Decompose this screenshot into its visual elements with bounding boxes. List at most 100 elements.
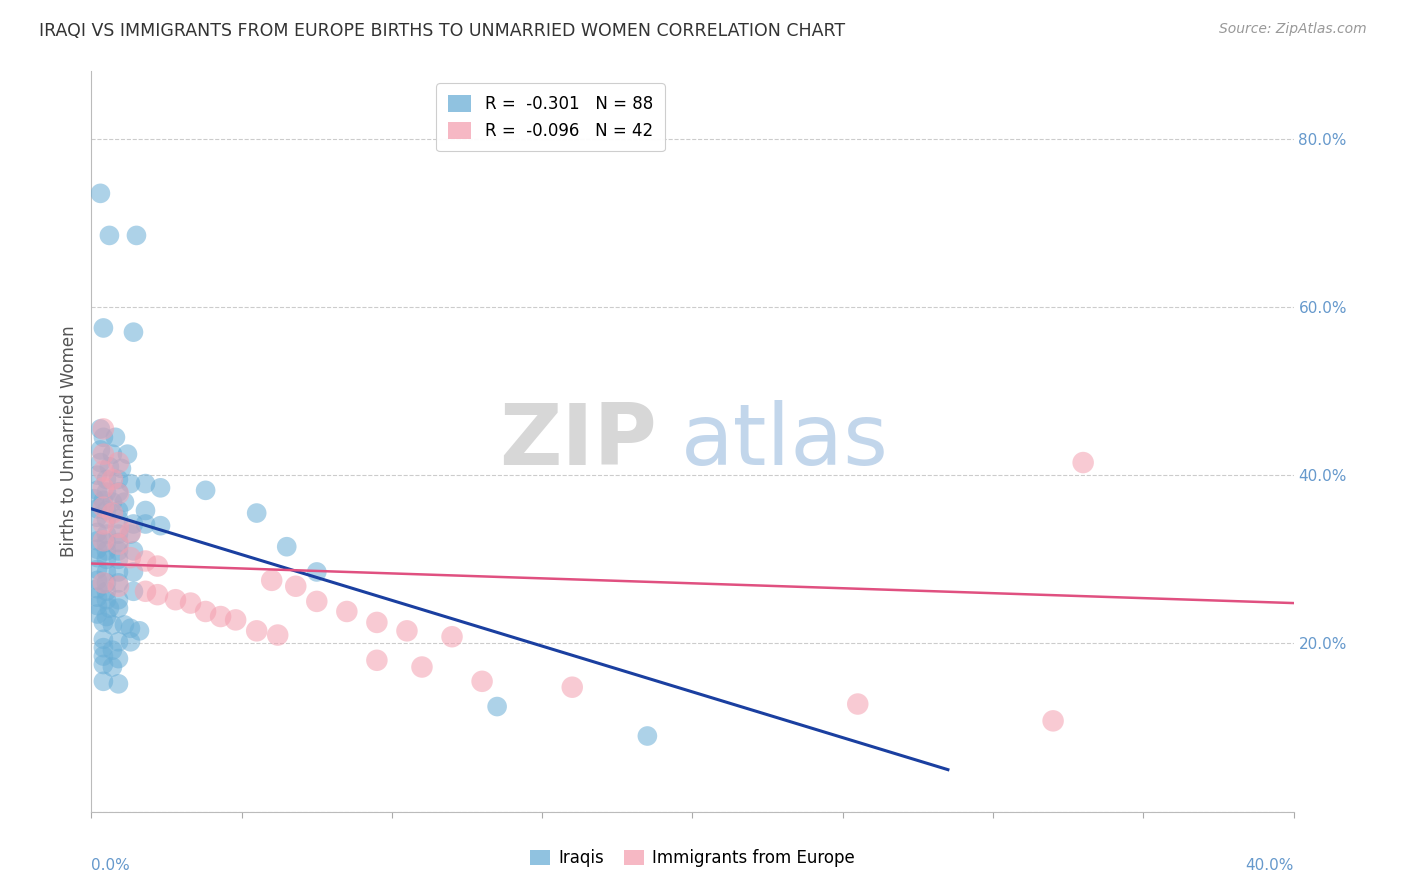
Point [107, 472, 129, 486]
Point [122, 584, 145, 599]
Point [96, 503, 118, 517]
Point [101, 495, 124, 509]
Point [98, 459, 121, 474]
Point [101, 447, 124, 461]
Point [96, 575, 118, 590]
Point [101, 660, 124, 674]
Point [395, 624, 418, 638]
Point [440, 630, 463, 644]
Point [107, 565, 129, 579]
Point [107, 634, 129, 648]
Point [96, 544, 118, 558]
Point [86, 562, 108, 576]
Point [86, 510, 108, 524]
Point [93, 516, 115, 531]
Point [366, 653, 388, 667]
Point [96, 565, 118, 579]
Legend: Iraqis, Immigrants from Europe: Iraqis, Immigrants from Europe [523, 842, 862, 874]
Point [149, 518, 172, 533]
Point [96, 592, 118, 607]
Point [107, 677, 129, 691]
Point [120, 550, 142, 565]
Point [194, 483, 217, 498]
Point [134, 516, 156, 531]
Point [128, 624, 150, 638]
Point [86, 550, 108, 565]
Point [134, 554, 156, 568]
Point [110, 461, 132, 475]
Point [366, 615, 388, 630]
Point [93, 464, 115, 478]
Point [86, 582, 108, 596]
Point [93, 493, 115, 508]
Point [209, 609, 232, 624]
Point [101, 618, 124, 632]
Point [1042, 714, 1064, 728]
Point [86, 599, 108, 613]
Point [411, 660, 433, 674]
Point [86, 542, 108, 557]
Point [89, 186, 111, 201]
Point [93, 422, 115, 436]
Point [134, 503, 156, 517]
Point [96, 535, 118, 549]
Point [107, 485, 129, 500]
Point [107, 575, 129, 590]
Point [93, 649, 115, 664]
Point [96, 472, 118, 486]
Point [107, 544, 129, 558]
Point [120, 621, 142, 635]
Point [194, 605, 217, 619]
Point [93, 500, 115, 515]
Point [122, 516, 145, 531]
Point [284, 579, 307, 593]
Point [83, 491, 105, 506]
Point [93, 447, 115, 461]
Point [98, 228, 121, 243]
Point [93, 481, 115, 495]
Point [636, 729, 658, 743]
Point [107, 512, 129, 526]
Point [93, 430, 115, 444]
Point [93, 674, 115, 689]
Point [267, 628, 290, 642]
Point [120, 476, 142, 491]
Point [486, 699, 509, 714]
Point [305, 594, 328, 608]
Text: 40.0%: 40.0% [1246, 858, 1294, 873]
Point [107, 527, 129, 541]
Point [86, 590, 108, 604]
Point [107, 537, 129, 551]
Point [1071, 456, 1094, 470]
Point [114, 618, 136, 632]
Point [86, 468, 108, 483]
Point [96, 552, 118, 566]
Point [246, 624, 269, 638]
Point [146, 588, 169, 602]
Point [120, 634, 142, 648]
Point [305, 565, 328, 579]
Point [93, 321, 115, 335]
Point [561, 680, 583, 694]
Point [96, 584, 118, 599]
Point [107, 579, 129, 593]
Point [246, 506, 269, 520]
Point [146, 559, 169, 574]
Point [114, 495, 136, 509]
Point [107, 552, 129, 566]
Point [89, 456, 111, 470]
Point [846, 697, 869, 711]
Point [104, 430, 127, 444]
Point [471, 674, 494, 689]
Point [93, 657, 115, 672]
Point [107, 601, 129, 615]
Point [107, 592, 129, 607]
Point [134, 584, 156, 599]
Point [134, 476, 156, 491]
Point [101, 472, 124, 486]
Y-axis label: Births to Unmarried Women: Births to Unmarried Women [59, 326, 77, 558]
Point [117, 447, 139, 461]
Point [93, 575, 115, 590]
Point [165, 592, 187, 607]
Text: ZIP: ZIP [499, 400, 657, 483]
